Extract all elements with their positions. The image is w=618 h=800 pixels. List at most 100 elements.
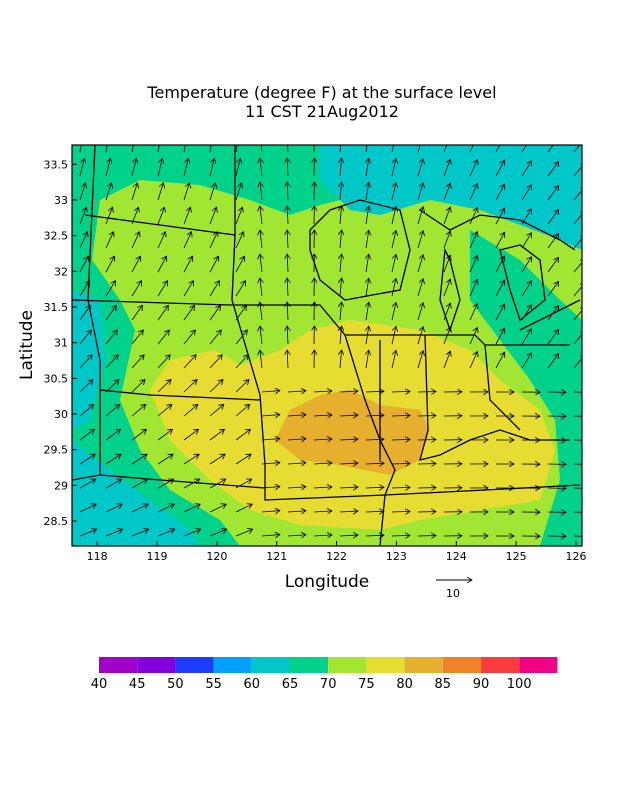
wind-arrow [287, 511, 306, 512]
wind-arrow [469, 280, 477, 297]
wind-arrow [365, 487, 384, 488]
colorbar-label: 70 [320, 677, 337, 692]
wind-arrow [183, 454, 199, 465]
wind-arrow [391, 326, 396, 345]
wind-arrow [157, 355, 170, 369]
wind-arrow [260, 230, 262, 249]
wind-arrow [131, 429, 146, 441]
colorbar-label: 50 [167, 677, 184, 692]
lake-shore [419, 209, 576, 251]
wind-arrow [79, 404, 94, 417]
colorbar-label: 90 [473, 677, 490, 692]
colorbar: 40 45 50 55 60 65 70 75 80 85 90 100 [91, 657, 558, 692]
colorbar-label: 75 [358, 677, 375, 692]
wind-arrow [79, 207, 86, 225]
wind-arrow [131, 355, 144, 369]
wind-arrow [443, 145, 448, 153]
wind-arrow [183, 183, 189, 201]
wind-arrow [391, 391, 410, 392]
y-tick-label: 29 [54, 479, 68, 492]
wind-arrow [183, 330, 195, 345]
wind-arrow [209, 256, 219, 273]
wind-arrow [261, 487, 280, 488]
wind-arrow [391, 463, 410, 464]
wind-arrow [183, 207, 190, 225]
border [72, 145, 101, 481]
wind-arrow [547, 145, 554, 153]
x-tick-label: 120 [206, 550, 227, 563]
border [309, 199, 411, 301]
wind-arrow [287, 254, 288, 273]
wind-arrow [287, 535, 306, 536]
wind-arrow [131, 256, 141, 273]
wind-arrow [547, 329, 559, 345]
wind-arrow [157, 479, 174, 489]
wind-arrow [209, 529, 227, 537]
wind-arrow [261, 391, 280, 392]
wind-arrow [469, 208, 477, 225]
wind-arrow [339, 535, 358, 536]
colorbar-swatch [137, 657, 176, 673]
border [344, 334, 396, 546]
y-tick-label: 29.5 [44, 444, 69, 457]
wind-arrow [573, 463, 582, 465]
wind-arrow [209, 404, 224, 417]
temperature-region [72, 440, 200, 546]
wind-arrow [79, 479, 96, 489]
wind-arrow [340, 182, 342, 201]
wind-arrow [235, 145, 238, 153]
wind-arrow [260, 145, 263, 153]
wind-arrow [391, 487, 410, 488]
wind-arrow [340, 278, 342, 297]
wind-arrow [131, 183, 137, 201]
wind-arrow [260, 326, 262, 345]
wind-arrow [547, 185, 559, 201]
wind-arrow [443, 207, 450, 225]
wind-arrow [157, 429, 172, 441]
wind-arrow [391, 415, 410, 416]
wind-arrow [417, 327, 423, 345]
wind-arrow [287, 302, 288, 321]
colorbar-swatch [328, 657, 367, 673]
wind-arrow [183, 145, 186, 153]
wind-arrow [209, 145, 212, 153]
wind-arrow [209, 281, 220, 297]
wind-arrow [235, 404, 250, 417]
wind-arrow [157, 305, 168, 321]
wind-arrow [131, 207, 138, 225]
wind-arrow [521, 209, 532, 225]
wind-arrow [391, 302, 396, 321]
wind-arrow [365, 463, 384, 464]
wind-arrow [313, 391, 332, 392]
colorbar-label: 60 [244, 677, 261, 692]
border [231, 234, 581, 501]
wind-arrow [209, 429, 224, 441]
wind-arrow [547, 281, 559, 297]
wind-arrow [131, 330, 143, 345]
wind-arrow [495, 280, 505, 297]
wind-arrow [105, 355, 118, 369]
wind-arrow [79, 454, 95, 465]
wind-arrow [443, 159, 450, 177]
wind-arrow [521, 281, 532, 297]
wind-vectors [79, 145, 582, 537]
wind-arrow [340, 254, 342, 273]
wind-arrow [287, 158, 288, 177]
colorbar-swatch [366, 657, 405, 673]
wind-arrow [235, 207, 242, 225]
wind-arrow [157, 159, 162, 177]
wind-arrow [209, 330, 221, 345]
wind-arrow [105, 145, 108, 153]
wind-arrow [235, 380, 249, 393]
wind-arrow [521, 305, 532, 321]
lake-shore [499, 244, 546, 322]
wind-arrow [287, 206, 288, 225]
wind-arrow [340, 350, 342, 369]
wind-arrow [469, 184, 477, 201]
wind-arrow [366, 206, 369, 225]
wind-arrow [157, 529, 175, 537]
wind-arrow [105, 529, 123, 537]
colorbar-swatch [404, 657, 443, 673]
wind-arrow [469, 232, 477, 249]
